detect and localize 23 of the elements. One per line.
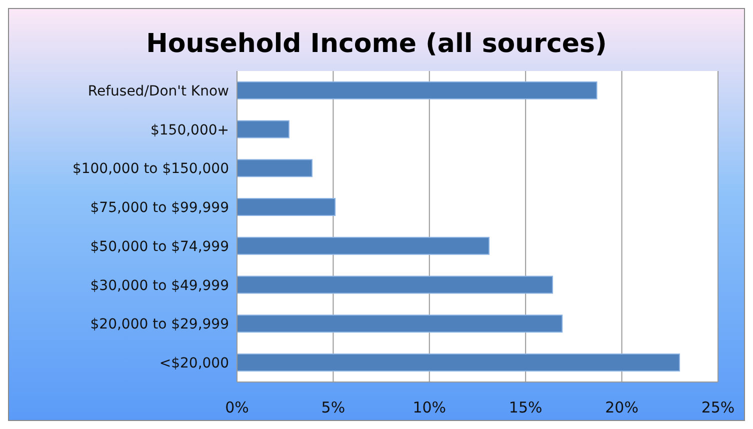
bar — [237, 314, 563, 333]
y-tick-label: $50,000 to $74,999 — [90, 238, 229, 255]
x-tick-label: 20% — [605, 398, 638, 417]
y-tick-label: <$20,000 — [159, 356, 229, 372]
bar — [237, 198, 336, 216]
y-tick-label: Refused/Don't Know — [88, 83, 229, 100]
bar — [237, 236, 490, 255]
y-tick-label: $75,000 to $99,999 — [90, 200, 229, 216]
chart-title: Household Income (all sources) — [145, 28, 608, 61]
x-tick-label: 25% — [701, 398, 735, 417]
x-tick-label: 5% — [321, 398, 346, 417]
x-tick-label: 0% — [225, 398, 249, 417]
bar — [237, 159, 313, 178]
x-tick-label: 10% — [412, 398, 446, 417]
x-tick-label: 15% — [508, 398, 542, 417]
bar — [237, 81, 598, 100]
y-tick-label: $150,000+ — [150, 122, 229, 138]
bar — [237, 120, 290, 138]
bar — [237, 354, 680, 372]
y-tick-label: $100,000 to $150,000 — [72, 161, 229, 178]
y-tick-label: $30,000 to $49,999 — [90, 278, 229, 294]
y-tick-label: $20,000 to $29,999 — [90, 316, 229, 333]
bar — [237, 276, 554, 294]
